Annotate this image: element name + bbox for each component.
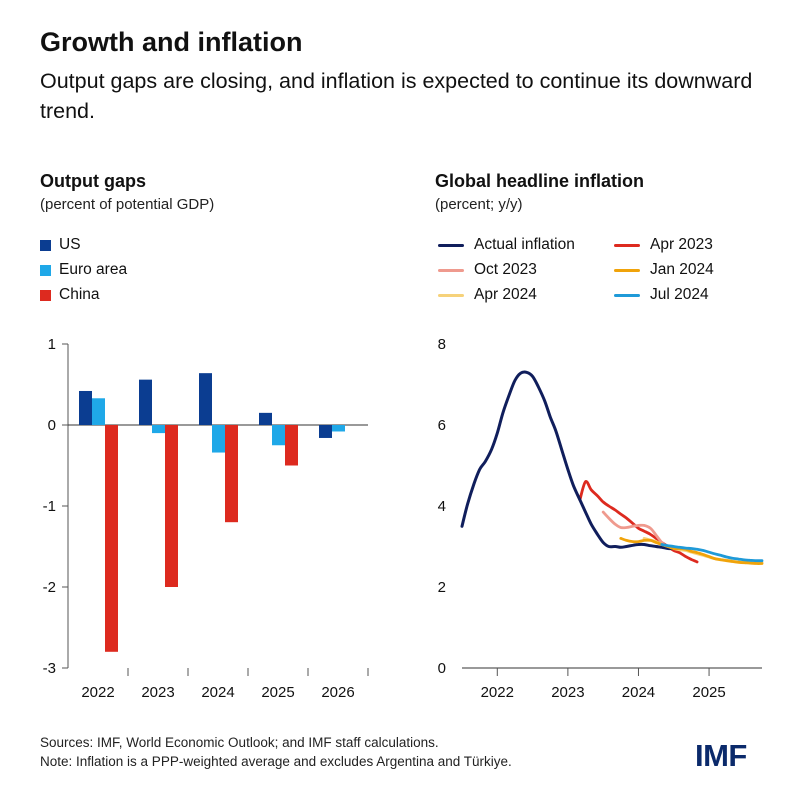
footer: Sources: IMF, World Economic Outlook; an… <box>40 733 512 771</box>
bar-us-2023 <box>139 379 152 425</box>
bar-euro-area-2025 <box>272 425 285 446</box>
legend-label-actual-inflation: Actual inflation <box>474 236 575 253</box>
legend-item-apr-2024: Apr 2024 <box>438 286 537 304</box>
page-subtitle: Output gaps are closing, and inflation i… <box>40 69 753 123</box>
x-tick-label: 2024 <box>622 684 655 701</box>
bar-us-2024 <box>199 373 212 425</box>
line-jul-2024 <box>660 543 764 563</box>
bar-euro-area-2024 <box>212 425 225 453</box>
inflation-subtitle: (percent; y/y) <box>435 196 523 213</box>
bar-china-2024 <box>225 425 238 523</box>
x-tick-label: 2022 <box>481 684 514 701</box>
inflation-title: Global headline inflation <box>435 171 645 191</box>
legend-item-jul-2024: Jul 2024 <box>614 286 709 304</box>
bar-us-2022 <box>79 390 92 425</box>
inflation-note: Note: Inflation is a PPP-weighted averag… <box>40 754 512 769</box>
legend-line-jan-2024 <box>614 268 640 272</box>
legend-label-jan-2024: Jan 2024 <box>650 261 714 278</box>
legend-label-apr-2024: Apr 2024 <box>474 286 537 303</box>
legend-label-us: US <box>59 236 81 253</box>
legend-line-jul-2024 <box>614 293 640 297</box>
y-tick-label: 0 <box>438 660 446 677</box>
line-jan-2024 <box>619 537 764 565</box>
x-tick-label: 2026 <box>321 684 354 701</box>
y-tick-label: -3 <box>43 660 56 677</box>
y-tick-label: 0 <box>48 417 56 434</box>
output-gaps-subtitle: (percent of potential GDP) <box>40 196 215 213</box>
legend-line-apr-2024 <box>438 293 464 297</box>
x-tick-label: 2022 <box>81 684 114 701</box>
y-tick-label: -1 <box>43 498 56 515</box>
line-oct-2023 <box>601 510 676 550</box>
legend-swatch-us <box>40 239 51 251</box>
inflation-chart: 0 2 4 6 8 2022 2023 2024 2025 <box>438 336 764 701</box>
bar-china-2023 <box>165 425 178 587</box>
bar-us-2025 <box>259 412 272 425</box>
legend-item-actual-inflation: Actual inflation <box>438 236 575 254</box>
line-apr-2023 <box>578 480 699 564</box>
y-tick-label: 8 <box>438 336 446 353</box>
page-title: Growth and inflation <box>40 27 303 57</box>
legend-line-apr-2023 <box>614 243 640 247</box>
bar-euro-area-2022 <box>92 398 105 425</box>
legend-label-jul-2024: Jul 2024 <box>650 286 709 303</box>
legend-line-actual-inflation <box>438 243 464 247</box>
y-tick-label: 1 <box>48 336 56 353</box>
y-tick-label: 2 <box>438 579 446 596</box>
bar-euro-area-2023 <box>152 425 165 434</box>
legend-item-oct-2023: Oct 2023 <box>438 261 537 279</box>
sources-note: Sources: IMF, World Economic Outlook; an… <box>40 735 439 750</box>
legend-item-us: US <box>40 236 81 254</box>
legend-swatch-china <box>40 289 51 301</box>
x-tick-label: 2025 <box>692 684 725 701</box>
legend-item-jan-2024: Jan 2024 <box>614 261 714 279</box>
bar-china-2025 <box>285 425 298 466</box>
y-tick-label: 4 <box>438 498 446 515</box>
x-tick-label: 2025 <box>261 684 294 701</box>
output-gaps-title: Output gaps <box>40 171 146 191</box>
legend-label-apr-2023: Apr 2023 <box>650 236 713 253</box>
legend-item-china: China <box>40 286 100 304</box>
legend-swatch-euro-area <box>40 264 51 276</box>
x-tick-label: 2023 <box>551 684 584 701</box>
bar-us-2026 <box>319 425 332 438</box>
y-tick-label: -2 <box>43 579 56 596</box>
legend-label-oct-2023: Oct 2023 <box>474 261 537 278</box>
output-gaps-chart: 1 0 -1 -2 -3 2022 2023 2024 2025 2026 <box>43 336 369 701</box>
legend-label-china: China <box>59 286 100 303</box>
x-tick-label: 2024 <box>201 684 234 701</box>
x-tick-label: 2023 <box>141 684 174 701</box>
legend-line-oct-2023 <box>438 268 464 272</box>
legend-item-apr-2023: Apr 2023 <box>614 236 713 254</box>
legend-item-euro-area: Euro area <box>40 261 127 279</box>
bar-china-2022 <box>105 425 118 652</box>
y-tick-label: 6 <box>438 417 446 434</box>
legend-label-euro-area: Euro area <box>59 261 128 278</box>
bar-euro-area-2026 <box>332 425 345 432</box>
imf-logo: IMF <box>695 738 747 773</box>
line-actual-inflation <box>460 370 676 551</box>
